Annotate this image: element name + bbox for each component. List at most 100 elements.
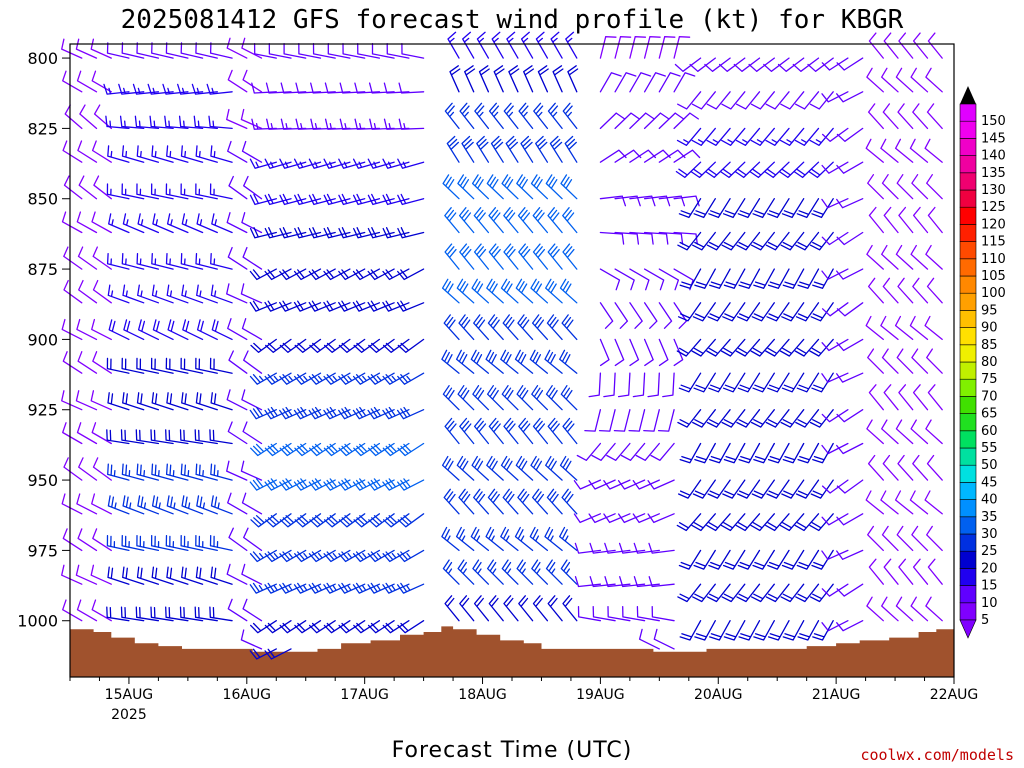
wind-barb [750, 583, 775, 603]
wind-barb [750, 409, 775, 428]
wind-barb-shape [226, 283, 248, 304]
wind-barb [165, 252, 189, 270]
wind-barb [721, 91, 746, 110]
wind-barb [794, 338, 820, 357]
wind-barb [180, 42, 204, 59]
wind-barb [121, 252, 145, 270]
wind-barb [63, 457, 83, 481]
wind-barb-shape [353, 227, 381, 239]
wind-barb-shape [368, 513, 395, 528]
wind-barb [457, 174, 475, 200]
wind-barb [367, 406, 395, 420]
wind-barb [242, 598, 263, 622]
wind-barb [925, 419, 943, 445]
wind-barb [516, 559, 534, 585]
wind-barb [796, 372, 820, 393]
wind-barb-shape [898, 206, 914, 234]
wind-barb-shape [836, 479, 864, 494]
wind-barb [657, 409, 675, 432]
wind-barb-shape [121, 463, 145, 481]
wind-barb-shape [505, 135, 519, 163]
wind-barb-shape [721, 583, 746, 603]
wind-barb-shape [706, 513, 731, 532]
wind-barb [721, 583, 746, 603]
wind-barb [565, 31, 578, 59]
wind-barb-shape [868, 558, 884, 585]
wind-barb-shape [632, 479, 660, 490]
wind-barb-shape [779, 513, 805, 532]
wind-barb [250, 338, 277, 353]
wind-barb [708, 549, 731, 570]
wind-barb [227, 246, 248, 270]
colorbar-label: 35 [981, 510, 998, 525]
wind-barb [165, 183, 189, 200]
wind-barb-shape [766, 302, 790, 322]
wind-barb-shape [165, 252, 189, 270]
wind-barb-shape [614, 112, 640, 130]
wind-barb-shape [795, 231, 820, 251]
credit-text[interactable]: coolwx.com/models [860, 746, 1014, 764]
wind-barb [327, 43, 351, 59]
wind-barb-shape [310, 82, 336, 94]
wind-barb-shape [836, 442, 864, 455]
wind-barb [166, 495, 189, 515]
wind-barb [517, 488, 534, 515]
wind-barb-shape [780, 231, 805, 251]
wind-barb-shape [866, 596, 884, 622]
wind-barb-shape [352, 406, 381, 420]
colorbar-swatch [959, 585, 977, 604]
wind-barb-shape [709, 620, 731, 641]
colorbar-label: 65 [981, 407, 998, 422]
wind-barb-shape [706, 583, 731, 603]
wind-barb-shape [836, 302, 864, 317]
wind-barb-shape [764, 161, 790, 179]
wind-barb-shape [691, 338, 716, 357]
wind-barb [501, 559, 519, 585]
x-axis-label: Forecast Time (UTC) [392, 738, 633, 763]
wind-barb-shape [927, 384, 943, 411]
wind-barb-shape [751, 302, 775, 322]
wind-barb [283, 43, 307, 59]
wind-barb [629, 302, 643, 329]
wind-barb-shape [693, 372, 716, 393]
wind-barb-shape [694, 620, 716, 641]
wind-barb-shape [338, 227, 366, 239]
wind-barb [648, 542, 675, 554]
wind-barb [91, 599, 112, 622]
wind-barb-shape [134, 115, 160, 130]
wind-barb-shape [924, 490, 943, 515]
wind-barb-shape [150, 183, 174, 200]
wind-barb [180, 183, 204, 200]
wind-barb [61, 493, 83, 515]
wind-barb [781, 198, 805, 219]
wind-barb [151, 42, 174, 59]
x-tick-label: 22AUG [930, 687, 979, 703]
wind-barb [796, 549, 820, 570]
wind-barb [821, 620, 849, 632]
x-tick-label: 18AUG [458, 687, 507, 703]
wind-barb-shape [209, 534, 233, 552]
wind-barb [781, 479, 805, 499]
wind-barb [880, 315, 899, 341]
wind-barb [821, 91, 849, 103]
wind-barb [926, 277, 943, 304]
wind-barb [629, 149, 657, 163]
chart-title: 2025081412 GFS forecast wind profile (kt… [121, 5, 904, 35]
wind-barb-shape [673, 36, 691, 59]
wind-barb-shape [516, 385, 534, 411]
wind-barb-shape [821, 442, 849, 455]
wind-barb-shape [765, 583, 790, 603]
wind-barb [643, 72, 666, 93]
wind-barb [546, 314, 563, 341]
wind-barb [766, 302, 790, 322]
wind-barb [323, 406, 351, 420]
wind-barb-shape [79, 104, 98, 130]
wind-barb-shape [503, 417, 519, 445]
wind-barb-shape [532, 207, 549, 234]
wind-barb-shape [836, 549, 864, 560]
wind-barb [294, 227, 322, 239]
wind-barb-shape [227, 246, 248, 270]
wind-barb-shape [91, 422, 112, 445]
wind-barb [797, 268, 820, 289]
wind-barb-shape [750, 338, 775, 357]
